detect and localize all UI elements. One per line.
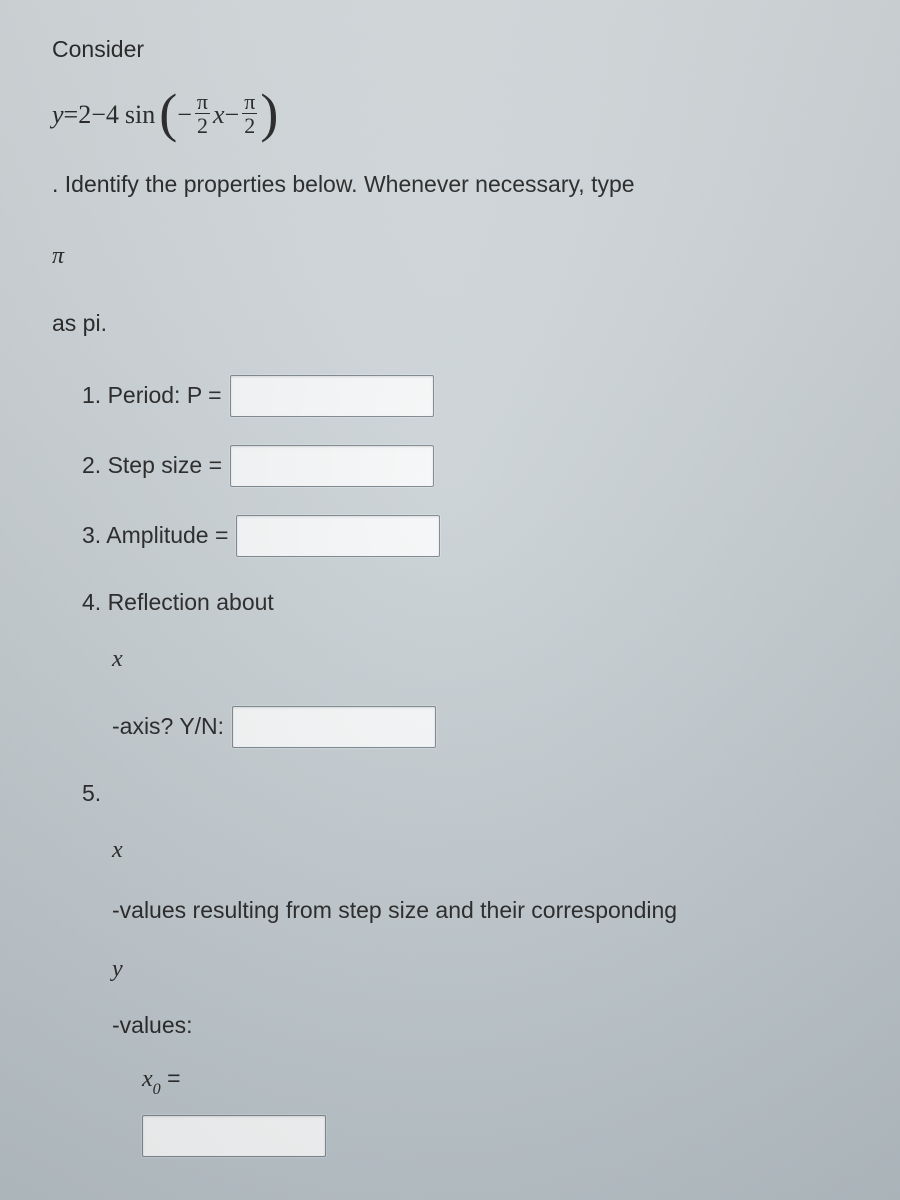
q5-line2: -values:	[52, 1008, 848, 1044]
q3-label: 3. Amplitude =	[82, 518, 228, 554]
eq-const1: 2	[78, 95, 91, 135]
q5-var1: x	[52, 832, 848, 869]
consider-label: Consider	[52, 32, 848, 68]
q4-label: 4. Reflection about	[82, 585, 274, 621]
q5-var2: y	[52, 951, 848, 988]
eq-frac1: π 2	[195, 90, 210, 137]
q1-label: 1. Period: P =	[82, 378, 222, 414]
x0-eq: =	[161, 1065, 181, 1091]
q2-row: 2. Step size =	[52, 445, 848, 487]
eq-frac2: π 2	[242, 90, 257, 137]
eq-frac2-num: π	[242, 90, 257, 114]
x0-input[interactable]	[142, 1115, 326, 1157]
eq-func: sin	[125, 95, 155, 135]
x0-input-row	[52, 1115, 848, 1157]
eq-mid-var: x	[213, 95, 225, 135]
x0-var: x	[142, 1066, 153, 1092]
q4-axis-label: -axis? Y/N:	[112, 709, 224, 745]
amplitude-input[interactable]	[236, 515, 440, 557]
q5-line1: -values resulting from step size and the…	[52, 893, 848, 929]
eq-const2: 4	[106, 95, 119, 135]
x0-subscript: 0	[153, 1081, 161, 1098]
pi-symbol: π	[52, 238, 848, 275]
q5-label: 5.	[52, 776, 848, 812]
eq-frac1-num: π	[195, 90, 210, 114]
eq-frac1-den: 2	[195, 114, 210, 137]
as-pi-label: as pi.	[52, 306, 848, 342]
worksheet-page: Consider y = 2 − 4 sin ( − π 2 x − π 2 )…	[0, 0, 900, 1157]
q1-row: 1. Period: P =	[52, 375, 848, 417]
equation: y = 2 − 4 sin ( − π 2 x − π 2 )	[52, 92, 848, 139]
eq-lhs-var: y	[52, 95, 64, 135]
q2-label: 2. Step size =	[82, 448, 222, 484]
q3-row: 3. Amplitude =	[52, 515, 848, 557]
eq-minus: −	[91, 95, 106, 135]
period-input[interactable]	[230, 375, 434, 417]
instruction-line: . Identify the properties below. Wheneve…	[52, 167, 848, 203]
q4-row: 4. Reflection about	[52, 585, 848, 621]
eq-frac2-den: 2	[242, 114, 257, 137]
eq-minus2: −	[225, 95, 240, 135]
q4-axis-row: -axis? Y/N:	[52, 706, 848, 748]
x0-label-row: x0 =	[52, 1061, 848, 1101]
eq-neg: −	[177, 95, 192, 135]
step-size-input[interactable]	[230, 445, 434, 487]
reflection-input[interactable]	[232, 706, 436, 748]
q4-var: x	[52, 641, 848, 678]
eq-equals: =	[64, 95, 79, 135]
